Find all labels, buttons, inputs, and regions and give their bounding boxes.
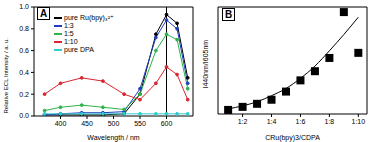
svg-text:0.4: 0.4 xyxy=(19,69,29,76)
html-text:1:10: 1:10 xyxy=(64,38,78,45)
svg-text:1:4: 1:4 xyxy=(267,118,277,125)
html-text:pure Ru(bpy)₃²⁺: pure Ru(bpy)₃²⁺ xyxy=(64,14,114,21)
svg-text:Wavelength / nm: Wavelength / nm xyxy=(87,134,139,142)
svg-text:0.0: 0.0 xyxy=(19,112,29,119)
svg-text:1:6: 1:6 xyxy=(296,118,306,125)
svg-text:400: 400 xyxy=(55,120,67,127)
svg-text:1:8: 1:8 xyxy=(325,118,335,125)
html-text:1:5: 1:5 xyxy=(64,30,74,37)
svg-text:550: 550 xyxy=(134,120,146,127)
svg-text:500: 500 xyxy=(108,120,120,127)
svg-text:600: 600 xyxy=(161,120,173,127)
svg-text:0.8: 0.8 xyxy=(19,25,29,32)
svg-text:1:2: 1:2 xyxy=(238,118,248,125)
svg-text:Relative ECL Intensity / a. u.: Relative ECL Intensity / a. u. xyxy=(8,38,9,114)
html-text:B: B xyxy=(225,9,233,20)
svg-text:450: 450 xyxy=(81,120,93,127)
svg-text:0.2: 0.2 xyxy=(19,91,29,98)
html-text:A: A xyxy=(40,8,48,19)
svg-text:0.6: 0.6 xyxy=(19,47,29,54)
svg-text:I440nm/I605nm: I440nm/I605nm xyxy=(202,40,209,89)
html-text:1:3: 1:3 xyxy=(64,22,74,29)
html-text:pure DPA: pure DPA xyxy=(64,46,94,53)
svg-text:1.0: 1.0 xyxy=(19,3,29,10)
svg-text:1:10: 1:10 xyxy=(352,118,366,125)
svg-text:CRu(bpy)3/CDPA: CRu(bpy)3/CDPA xyxy=(265,134,320,142)
